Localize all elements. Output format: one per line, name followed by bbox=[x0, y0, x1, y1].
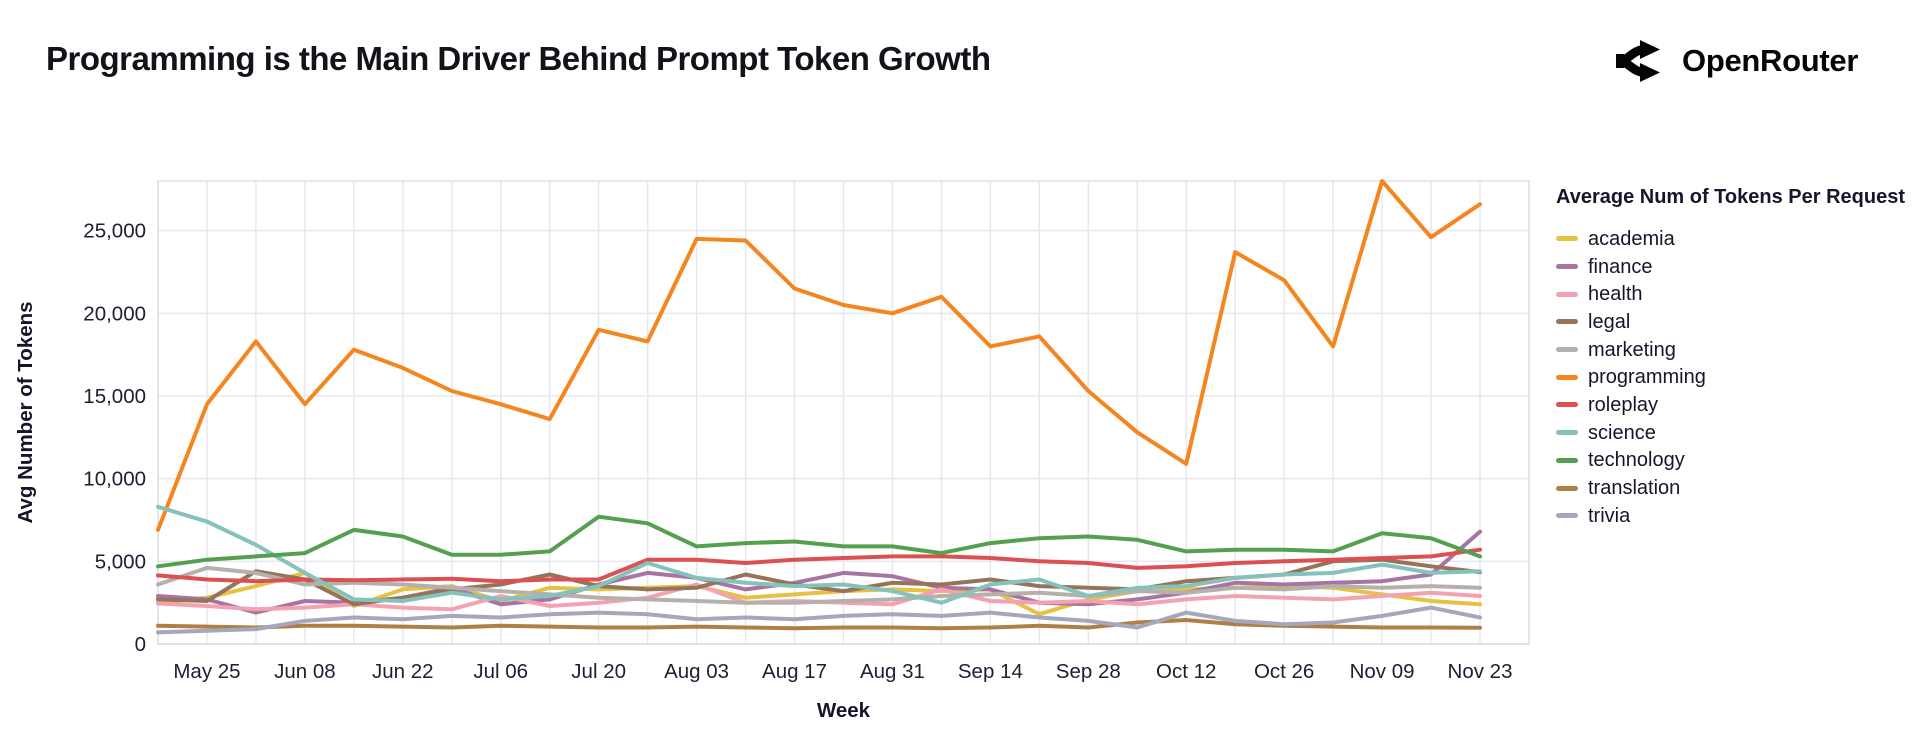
page-title: Programming is the Main Driver Behind Pr… bbox=[46, 40, 991, 77]
legend-item-science: science bbox=[1556, 419, 1916, 447]
legend-label-trivia: trivia bbox=[1588, 504, 1631, 527]
legend-item-technology: technology bbox=[1556, 447, 1916, 475]
legend-swatch-technology bbox=[1556, 457, 1578, 463]
y-tick-label: 10,000 bbox=[83, 468, 146, 491]
legend-item-trivia: trivia bbox=[1556, 502, 1916, 530]
legend-label-health: health bbox=[1588, 283, 1643, 306]
x-tick-label: Jul 20 bbox=[571, 660, 626, 683]
y-axis-title: Avg Number of Tokens bbox=[14, 301, 37, 523]
series-line-marketing bbox=[156, 565, 1482, 605]
y-tick-label: 15,000 bbox=[83, 385, 146, 408]
legend-swatch-roleplay bbox=[1556, 402, 1578, 408]
x-tick-label: Jul 06 bbox=[473, 660, 528, 683]
legend-item-marketing: marketing bbox=[1556, 336, 1916, 364]
legend-item-academia: academia bbox=[1556, 225, 1916, 253]
legend: Average Num of Tokens Per Request academ… bbox=[1556, 186, 1916, 530]
legend-label-finance: finance bbox=[1588, 255, 1653, 278]
legend-title: Average Num of Tokens Per Request bbox=[1556, 186, 1905, 208]
brand-name: OpenRouter bbox=[1682, 43, 1859, 78]
legend-swatch-health bbox=[1556, 291, 1578, 297]
legend-swatch-marketing bbox=[1556, 347, 1578, 353]
x-tick-label: Oct 26 bbox=[1254, 660, 1314, 683]
legend-label-science: science bbox=[1588, 421, 1656, 444]
x-tick-label: Nov 09 bbox=[1350, 660, 1415, 683]
x-tick-label: Sep 14 bbox=[958, 660, 1023, 683]
legend-item-translation: translation bbox=[1556, 474, 1916, 502]
legend-label-marketing: marketing bbox=[1588, 338, 1676, 361]
openrouter-logo-icon bbox=[1616, 40, 1660, 82]
x-tick-label: Aug 31 bbox=[860, 660, 925, 683]
legend-label-academia: academia bbox=[1588, 227, 1675, 250]
series-line-science bbox=[156, 504, 1482, 605]
legend-swatch-translation bbox=[1556, 485, 1578, 491]
y-tick-label: 5,000 bbox=[95, 550, 146, 573]
legend-label-programming: programming bbox=[1588, 366, 1706, 389]
legend-item-finance: finance bbox=[1556, 253, 1916, 281]
series-line-roleplay bbox=[156, 547, 1482, 584]
legend-swatch-programming bbox=[1556, 374, 1578, 380]
legend-swatch-legal bbox=[1556, 319, 1578, 325]
y-tick-label: 25,000 bbox=[83, 220, 146, 243]
legend-swatch-finance bbox=[1556, 264, 1578, 270]
y-tick-label: 20,000 bbox=[83, 302, 146, 325]
brand-logo: OpenRouter bbox=[1612, 38, 1858, 84]
x-tick-label: Sep 28 bbox=[1056, 660, 1121, 683]
legend-swatch-science bbox=[1556, 430, 1578, 436]
plot-border bbox=[157, 180, 1530, 645]
legend-label-translation: translation bbox=[1588, 477, 1681, 500]
x-tick-label: May 25 bbox=[173, 660, 240, 683]
legend-item-roleplay: roleplay bbox=[1556, 391, 1916, 419]
x-tick-label: Aug 17 bbox=[762, 660, 827, 683]
series-line-translation bbox=[156, 618, 1482, 631]
x-axis-title: Week bbox=[817, 699, 871, 722]
x-tick-label: Oct 12 bbox=[1156, 660, 1216, 683]
legend-item-programming: programming bbox=[1556, 363, 1916, 391]
x-tick-label: Nov 23 bbox=[1448, 660, 1513, 683]
legend-swatch-trivia bbox=[1556, 513, 1578, 519]
legend-label-legal: legal bbox=[1588, 310, 1631, 333]
series-line-technology bbox=[156, 514, 1482, 569]
legend-label-roleplay: roleplay bbox=[1588, 393, 1659, 416]
x-tick-label: Jun 08 bbox=[274, 660, 336, 683]
legend-item-health: health bbox=[1556, 280, 1916, 308]
x-tick-label: Jun 22 bbox=[372, 660, 434, 683]
x-tick-label: Aug 03 bbox=[664, 660, 729, 683]
legend-swatch-academia bbox=[1556, 236, 1578, 242]
y-tick-label: 0 bbox=[135, 633, 146, 656]
legend-item-legal: legal bbox=[1556, 308, 1916, 336]
series-line-trivia bbox=[156, 605, 1482, 635]
legend-label-technology: technology bbox=[1588, 449, 1685, 472]
legend-items: academia finance health legal marketing progr… bbox=[1556, 225, 1916, 530]
series-line-programming bbox=[156, 179, 1482, 532]
